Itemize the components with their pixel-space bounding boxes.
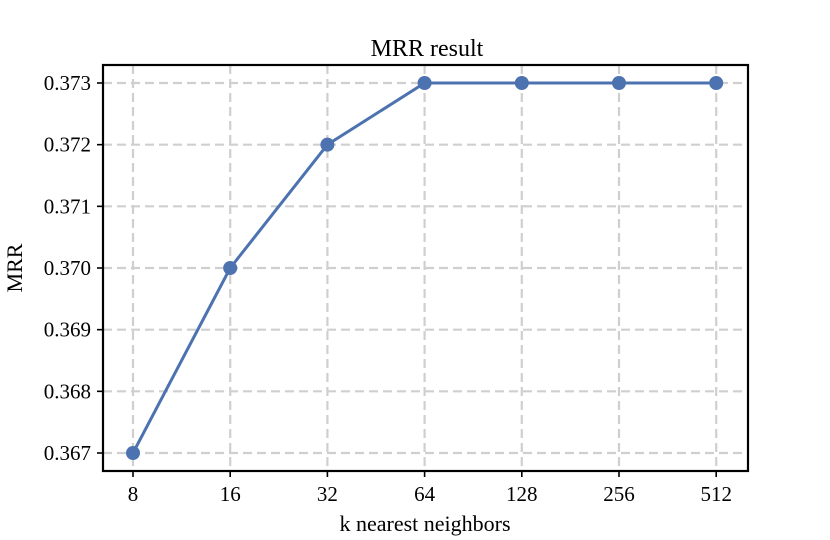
data-point xyxy=(223,261,238,275)
plot-frame xyxy=(101,63,750,473)
data-point xyxy=(320,137,335,152)
x-tick-label: 512 xyxy=(700,482,732,506)
data-point xyxy=(612,76,626,90)
x-tick-label: 32 xyxy=(317,482,338,506)
x-tick-label: 8 xyxy=(128,482,139,506)
data-point xyxy=(514,76,529,90)
y-axis-label: MRR xyxy=(2,243,27,292)
x-tick-label: 128 xyxy=(506,482,538,506)
grid-lines xyxy=(103,65,748,471)
axis-ticks: 8 16 32 64 128 256 512 0.367 0.368 0.369 0.370 0.37… xyxy=(44,71,732,506)
data-series xyxy=(126,76,724,460)
x-tick-label: 64 xyxy=(414,482,436,506)
y-tick-label: 0.368 xyxy=(44,379,91,403)
y-tick-label: 0.373 xyxy=(44,71,91,95)
x-tick-label: 256 xyxy=(603,482,635,506)
x-tick-label: 16 xyxy=(220,482,241,506)
x-axis-label: k nearest neighbors xyxy=(339,511,510,536)
data-point xyxy=(417,76,432,90)
y-tick-label: 0.372 xyxy=(44,133,91,157)
y-tick-label: 0.367 xyxy=(44,441,91,465)
y-tick-label: 0.370 xyxy=(44,256,91,280)
y-tick-label: 0.371 xyxy=(44,194,91,218)
chart-title: MRR result xyxy=(371,36,484,62)
data-point xyxy=(126,446,140,460)
data-point xyxy=(709,76,724,90)
y-tick-label: 0.369 xyxy=(44,318,91,342)
